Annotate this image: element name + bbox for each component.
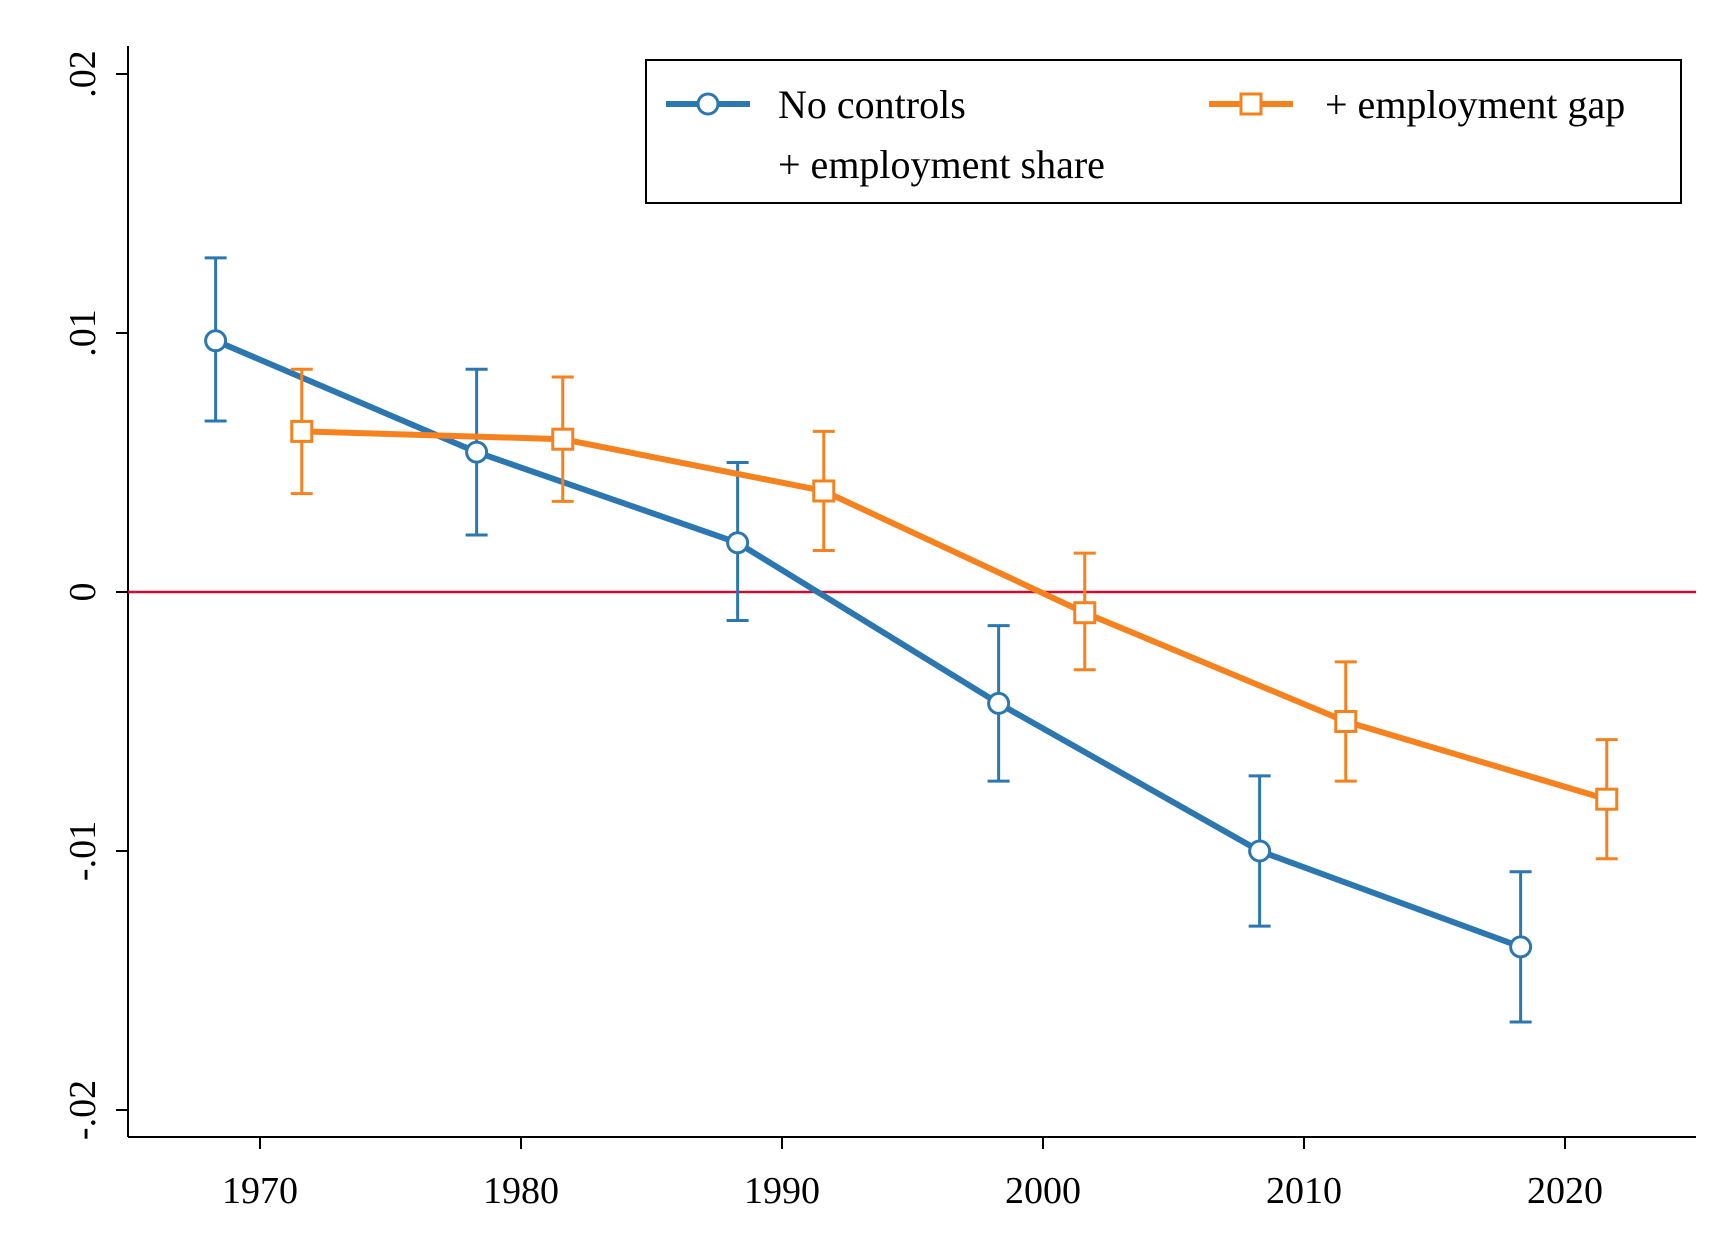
data-point: [1248, 839, 1272, 863]
data-point: [726, 531, 750, 555]
legend-key-employment-gap: [1209, 92, 1293, 116]
y-tick-label: -.01: [62, 821, 104, 881]
data-point: [1073, 601, 1097, 625]
ticks: .02 .01 0 -.01 -.02 1970 1980 1990 2000 2010 2020: [62, 50, 1603, 1212]
data-point: [1334, 710, 1358, 733]
legend-entry-employment-gap: + employment gap: [1325, 82, 1625, 127]
legend-entry-employment-share: + employment share: [778, 142, 1105, 187]
legend-key-marker: [696, 92, 720, 116]
series-employment-gap: [290, 367, 1619, 861]
y-tick-label: .01: [62, 309, 104, 357]
series-layer: [204, 256, 1619, 1024]
x-tick-label: 2000: [1005, 1170, 1081, 1212]
data-point: [812, 479, 836, 503]
data-point: [1509, 935, 1533, 959]
data-point: [1595, 787, 1619, 811]
x-tick-label: 2020: [1527, 1170, 1603, 1212]
x-tick-label: 1970: [222, 1170, 298, 1212]
data-point: [987, 691, 1011, 715]
series-line: [298, 428, 1610, 803]
legend-key-marker: [1239, 92, 1263, 116]
x-tick-label: 1990: [744, 1170, 820, 1212]
y-tick-label: 0: [62, 583, 104, 602]
legend: No controls + employment gap + employmen…: [645, 59, 1682, 204]
y-tick-label: .02: [62, 50, 104, 98]
legend-entry-no-controls: No controls: [778, 82, 966, 127]
legend-box: [645, 59, 1682, 204]
data-point: [465, 440, 489, 464]
y-tick-label: -.02: [62, 1080, 104, 1140]
series-line: [212, 337, 1524, 950]
x-tick-label: 1980: [483, 1170, 559, 1212]
series-no-controls: [204, 256, 1533, 1024]
data-point: [290, 419, 314, 443]
data-point: [551, 427, 575, 451]
legend-key-no-controls: [666, 92, 750, 116]
x-tick-label: 2010: [1266, 1170, 1342, 1212]
data-point: [204, 329, 228, 353]
